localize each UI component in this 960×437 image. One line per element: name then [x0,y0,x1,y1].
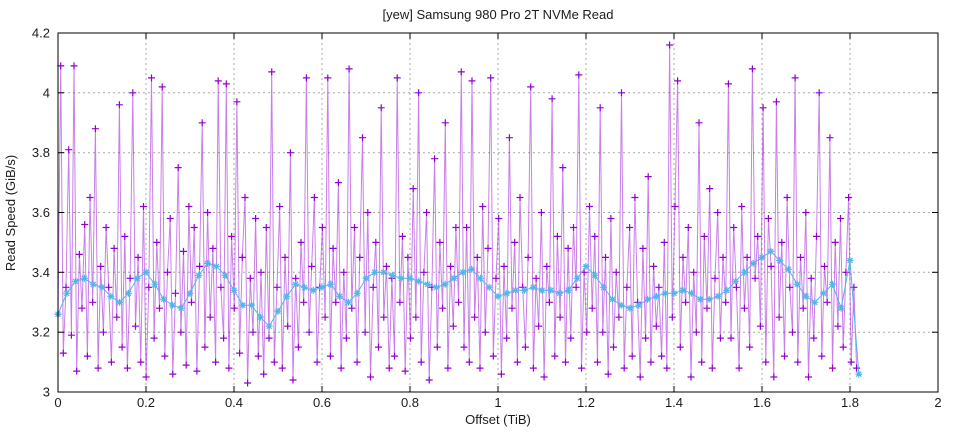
plot-border-and-ticks [57,32,939,393]
y-tick-label: 4.2 [32,26,50,41]
x-tick-label: 1.8 [841,395,859,410]
x-axis-label: Offset (TiB) [465,412,531,427]
y-tick-label: 3.6 [32,205,50,220]
tick-labels: 0 0.2 0.4 0.6 0.8 1 1.2 1.4 1.6 1.8 2 3 3.2 3.4 3.6 3.8… [32,26,942,411]
x-tick-label: 0.8 [401,395,419,410]
x-tick-label: 0.4 [225,395,243,410]
y-tick-label: 3 [43,385,50,400]
x-tick-label: 1.4 [665,395,683,410]
x-tick-label: 1.6 [753,395,771,410]
x-tick-label: 0.6 [313,395,331,410]
y-tick-label: 3.4 [32,265,50,280]
y-tick-label: 3.8 [32,145,50,160]
x-tick-label: 2 [934,395,941,410]
x-tick-label: 0 [54,395,61,410]
x-tick-label: 0.2 [137,395,155,410]
chart-title: [yew] Samsung 980 Pro 2T NVMe Read [383,7,614,22]
x-tick-label: 1 [494,395,501,410]
y-axis-label: Read Speed (GiB/s) [3,155,18,271]
x-tick-label: 1.2 [577,395,595,410]
read-speed-raw-line [57,44,858,384]
y-tick-label: 3.2 [32,325,50,340]
y-tick-label: 4 [43,85,50,100]
